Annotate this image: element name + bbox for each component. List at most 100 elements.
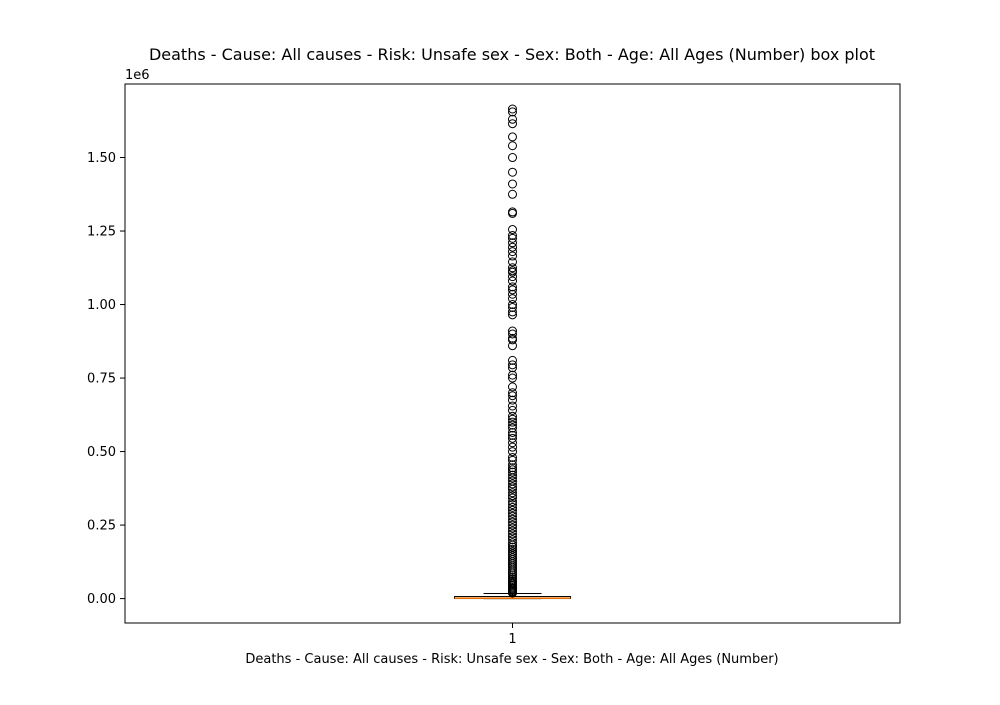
outlier-point — [508, 189, 517, 199]
outlier-point — [508, 289, 517, 299]
outlier-point — [508, 467, 517, 477]
outlier-point — [508, 267, 517, 277]
outlier-point — [508, 167, 517, 177]
outlier-point — [508, 411, 517, 421]
chart-title: Deaths - Cause: All causes - Risk: Unsaf… — [149, 45, 875, 64]
x-tick-label: 1 — [508, 632, 516, 647]
outlier-point — [508, 302, 517, 312]
outlier-point — [508, 282, 517, 292]
outlier-point — [508, 420, 517, 430]
outlier-point — [508, 473, 517, 483]
outlier-point — [508, 251, 517, 261]
outlier-point — [508, 242, 517, 252]
outlier-point — [508, 230, 517, 240]
outlier-point — [508, 526, 517, 536]
outlier-point — [508, 488, 517, 498]
y-tick-label: 0.25 — [87, 519, 116, 534]
outlier-point — [508, 508, 517, 518]
outlier-point — [508, 114, 517, 124]
outlier-point — [508, 272, 517, 282]
y-offset-label: 1e6 — [125, 68, 150, 83]
outlier-point — [508, 373, 517, 383]
outlier-point — [508, 517, 517, 527]
outlier-point — [508, 329, 517, 339]
outlier-point — [508, 326, 517, 336]
outlier-point — [508, 119, 517, 129]
outlier-point — [508, 257, 517, 267]
outlier-point — [508, 107, 517, 117]
outlier-point — [508, 179, 517, 189]
outlier-point — [508, 502, 517, 512]
outlier-point — [508, 470, 517, 480]
outlier-point — [508, 438, 517, 448]
outlier-point — [508, 233, 517, 243]
outlier-point — [508, 417, 517, 427]
y-tick-label: 1.00 — [87, 298, 116, 313]
outlier-point — [508, 307, 517, 317]
outlier-point — [508, 104, 517, 114]
outlier-point — [508, 363, 517, 373]
outlier-point — [508, 276, 517, 286]
outlier-point — [508, 341, 517, 351]
outlier-point — [508, 141, 517, 151]
outlier-point — [508, 310, 517, 320]
outlier-point — [508, 523, 517, 533]
outlier-point — [508, 493, 517, 503]
outlier-point — [508, 520, 517, 530]
outlier-point — [508, 423, 517, 433]
outlier-point — [508, 430, 517, 440]
outlier-point — [508, 455, 517, 465]
outlier-point — [508, 401, 517, 411]
x-axis: 1 — [508, 623, 517, 647]
outlier-point — [508, 514, 517, 524]
outlier-point — [508, 395, 517, 405]
outlier-point — [508, 238, 517, 248]
outlier-point — [508, 452, 517, 462]
outlier-point — [508, 484, 517, 494]
plot-area — [125, 84, 900, 623]
outlier-point — [508, 225, 517, 235]
outlier-point — [508, 505, 517, 515]
outlier-point — [508, 355, 517, 365]
outlier-point — [508, 132, 517, 142]
outlier-point — [508, 497, 517, 507]
outlier-point — [508, 300, 517, 310]
y-tick-label: 1.25 — [87, 225, 116, 240]
y-tick-label: 0.00 — [87, 592, 116, 607]
outlier-point — [508, 491, 517, 501]
outlier-point — [508, 538, 517, 548]
outlier-point — [508, 360, 517, 370]
outlier-point — [508, 499, 517, 509]
outlier-point — [508, 482, 517, 492]
outlier-point — [508, 433, 517, 443]
outlier-point — [508, 535, 517, 545]
y-axis: 0.00 0.25 0.50 0.75 1.00 1.25 1.50 — [87, 151, 125, 607]
outlier-point — [508, 427, 517, 437]
outlier-point — [508, 479, 517, 489]
outlier-point — [508, 447, 517, 457]
y-tick-label: 0.50 — [87, 445, 116, 460]
outlier-points — [508, 104, 517, 598]
outlier-point — [508, 544, 517, 554]
outlier-point — [508, 208, 517, 218]
outlier-point — [508, 511, 517, 521]
y-tick-label: 1.50 — [87, 151, 116, 166]
outlier-point — [508, 588, 517, 598]
outlier-point — [508, 382, 517, 392]
outlier-point — [508, 391, 517, 401]
x-axis-label: Deaths - Cause: All causes - Risk: Unsaf… — [245, 652, 778, 667]
outlier-point — [508, 414, 517, 424]
outlier-point — [508, 247, 517, 257]
outlier-point — [508, 405, 517, 415]
outlier-point — [508, 263, 517, 273]
outlier-point — [508, 370, 517, 380]
outlier-point — [508, 388, 517, 398]
outlier-point — [508, 460, 517, 470]
outlier-point — [508, 335, 517, 345]
plot-frame — [124, 83, 901, 624]
y-tick-label: 0.75 — [87, 372, 116, 387]
outlier-point — [508, 529, 517, 539]
outlier-point — [508, 442, 517, 452]
